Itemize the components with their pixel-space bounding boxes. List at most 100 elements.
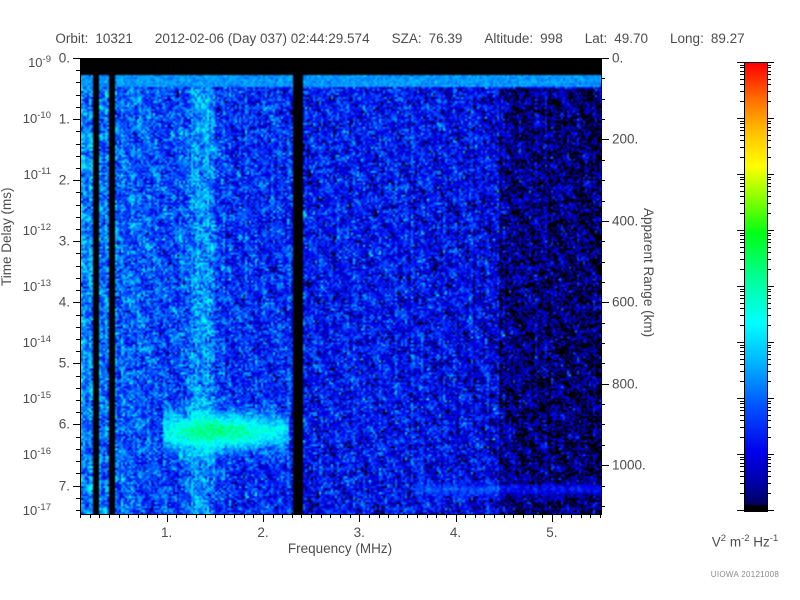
x-axis-minor-tick — [397, 514, 399, 518]
x-axis-minor-tick — [445, 514, 447, 518]
x-axis-minor-tick — [224, 514, 226, 518]
colorbar-minor-tick — [740, 347, 744, 349]
colorbar-minor-tick — [740, 74, 744, 76]
colorbar-minor-tick — [767, 459, 771, 461]
x-axis-minor-tick — [128, 514, 130, 518]
colorbar-minor-tick — [767, 466, 771, 468]
y-axis-left-tick-label: 1. — [58, 111, 70, 127]
y-axis-left-major-tick — [73, 241, 80, 243]
colorbar-major-tick — [737, 342, 744, 343]
header-latitude-key: Lat: — [584, 30, 608, 46]
colorbar-minor-tick — [767, 134, 771, 136]
y-axis-left-minor-tick — [76, 94, 80, 96]
y-axis-left-minor-tick — [76, 461, 80, 463]
x-axis-minor-tick — [311, 514, 313, 518]
x-axis-minor-tick — [108, 514, 110, 518]
y-axis-right-minor-tick — [601, 261, 605, 263]
x-axis-minor-tick — [272, 514, 274, 518]
x-axis-minor-tick — [388, 514, 390, 518]
colorbar-minor-tick — [740, 134, 744, 136]
colorbar-minor-tick — [767, 64, 771, 66]
y-axis-right-major-tick — [601, 220, 609, 222]
colorbar-minor-tick — [740, 344, 744, 346]
x-axis-minor-tick — [157, 514, 159, 518]
x-axis-minor-tick — [474, 514, 476, 518]
colorbar-minor-tick — [767, 203, 771, 205]
x-axis-major-tick — [359, 514, 361, 522]
y-axis-left-minor-tick — [76, 70, 80, 72]
x-axis-minor-tick — [349, 514, 351, 518]
colorbar-minor-tick — [740, 235, 744, 237]
x-axis-minor-tick — [484, 514, 486, 518]
colorbar-minor-tick — [767, 414, 771, 416]
y-axis-right-minor-tick — [601, 200, 605, 202]
x-axis-major-tick — [166, 514, 168, 522]
colorbar-minor-tick — [767, 196, 771, 198]
x-axis-minor-tick — [465, 514, 467, 518]
colorbar-minor-tick — [767, 91, 771, 93]
colorbar-minor-tick — [740, 371, 744, 373]
y-axis-left-minor-tick — [76, 412, 80, 414]
x-axis-minor-tick — [561, 514, 563, 518]
x-axis-minor-tick — [590, 514, 592, 518]
colorbar-minor-tick — [740, 252, 744, 254]
y-axis-left-minor-tick — [76, 473, 80, 475]
x-axis-minor-tick — [532, 514, 534, 518]
x-axis-minor-tick — [580, 514, 582, 518]
colorbar-minor-tick — [767, 291, 771, 293]
header-longitude-key: Long: — [670, 30, 704, 46]
y-axis-left-tick-label: 5. — [58, 355, 70, 371]
colorbar-minor-tick — [740, 157, 744, 159]
y-axis-left-major-tick — [73, 119, 80, 121]
y-axis-right-tick-label: 800. — [612, 376, 639, 392]
colorbar-minor-tick — [740, 470, 744, 472]
header-latitude-value: 49.70 — [614, 30, 649, 46]
y-axis-right-major-tick — [601, 383, 609, 385]
colorbar-major-tick — [767, 118, 774, 119]
colorbar-minor-tick — [767, 406, 771, 408]
colorbar-minor-tick — [767, 315, 771, 317]
x-axis-minor-tick — [214, 514, 216, 518]
colorbar-minor-tick — [767, 235, 771, 237]
x-axis-minor-tick — [522, 514, 524, 518]
x-axis-minor-tick — [417, 514, 419, 518]
y-axis-right-minor-tick — [601, 322, 605, 324]
y-axis-right-minor-tick — [601, 78, 605, 80]
colorbar-minor-tick — [767, 259, 771, 261]
y-axis-left-tick-label: 4. — [58, 294, 70, 310]
colorbar-minor-tick — [767, 74, 771, 76]
y-axis-right-minor-tick — [601, 119, 605, 121]
colorbar-minor-tick — [767, 403, 771, 405]
colorbar-major-tick — [767, 230, 774, 231]
y-axis-right-minor-tick — [601, 505, 605, 507]
y-axis-right-minor-tick — [601, 485, 605, 487]
colorbar-minor-tick — [740, 315, 744, 317]
colorbar-minor-tick — [740, 120, 744, 122]
colorbar-minor-tick — [767, 476, 771, 478]
colorbar-minor-tick — [767, 420, 771, 422]
colorbar-minor-tick — [767, 371, 771, 373]
y-axis-right-tick-label: 200. — [612, 131, 639, 147]
header-orbit-key: Orbit: — [55, 30, 89, 46]
colorbar-minor-tick — [767, 120, 771, 122]
colorbar-tick-label: 10-9 — [28, 53, 51, 71]
y-axis-left-major-tick — [73, 424, 80, 426]
x-axis-minor-tick — [185, 514, 187, 518]
colorbar-minor-tick — [740, 354, 744, 356]
colorbar-minor-tick — [740, 91, 744, 93]
colorbar-minor-tick — [740, 182, 744, 184]
colorbar-minor-tick — [767, 123, 771, 125]
credit-watermark: UIOWA 20121008 — [710, 570, 780, 579]
y-axis-left-minor-tick — [76, 131, 80, 133]
colorbar-major-tick — [767, 62, 774, 63]
colorbar-minor-tick — [767, 147, 771, 149]
colorbar-minor-tick — [740, 476, 744, 478]
colorbar-minor-tick — [767, 190, 771, 192]
colorbar-minor-tick — [740, 101, 744, 103]
colorbar-minor-tick — [740, 493, 744, 495]
colorbar-minor-tick — [740, 232, 744, 234]
colorbar-minor-tick — [740, 196, 744, 198]
header-metadata-bar: Orbit: 10321 2012-02-06 (Day 037) 02:44:2… — [0, 29, 800, 47]
y-axis-left-minor-tick — [76, 448, 80, 450]
colorbar-minor-tick — [767, 350, 771, 352]
